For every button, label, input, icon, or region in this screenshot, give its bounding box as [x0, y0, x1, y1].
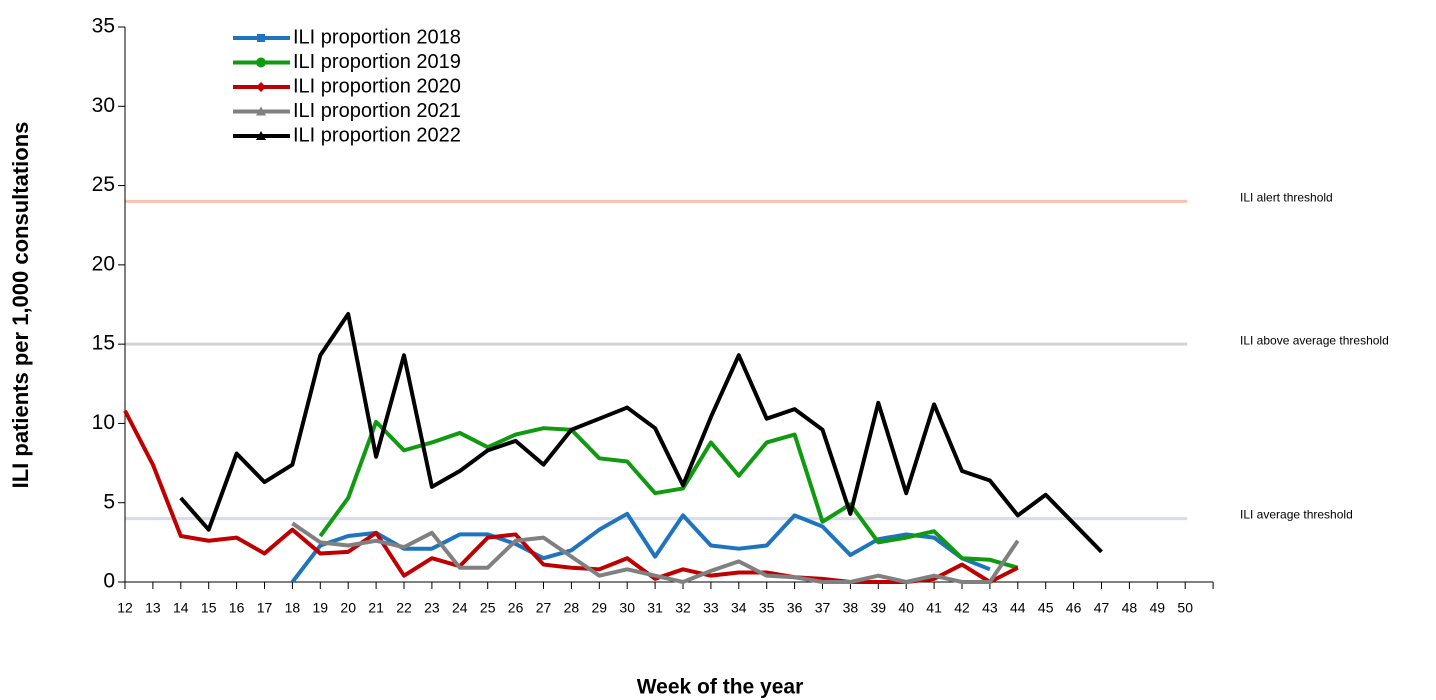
x-tick-label: 32 [675, 600, 691, 616]
x-tick-label: 15 [201, 600, 217, 616]
legend-label: ILI proportion 2019 [293, 51, 461, 73]
x-tick-label: 26 [508, 600, 524, 616]
x-tick-label: 16 [229, 600, 245, 616]
y-tick-label: 20 [92, 252, 115, 275]
threshold-label: ILI above average threshold [1240, 333, 1389, 347]
x-tick-label: 33 [703, 600, 719, 616]
legend-marker [257, 34, 265, 42]
x-tick-label: 46 [1066, 600, 1082, 616]
legend-marker [256, 57, 266, 68]
x-tick-label: 41 [926, 600, 942, 616]
legend-marker [256, 131, 266, 140]
x-tick-label: 25 [480, 600, 496, 616]
threshold-label: ILI alert threshold [1240, 191, 1333, 205]
x-tick-label: 38 [843, 600, 859, 616]
x-tick-label: 17 [257, 600, 273, 616]
x-tick-label: 13 [145, 600, 161, 616]
data-line [318, 419, 1019, 570]
x-tick-label: 50 [1177, 600, 1193, 616]
x-tick-label: 31 [647, 600, 663, 616]
data-line [179, 312, 1103, 554]
x-tick-label: 30 [619, 600, 635, 616]
y-tick-label: 5 [103, 490, 115, 513]
x-tick-label: 39 [871, 600, 887, 616]
threshold-label: ILI average threshold [1240, 508, 1353, 522]
x-tick-label: 22 [396, 600, 412, 616]
y-tick-label: 30 [92, 94, 115, 117]
x-tick-label: 27 [536, 600, 552, 616]
legend-marker [256, 82, 266, 92]
x-tick-label: 42 [954, 600, 970, 616]
x-tick-label: 45 [1038, 600, 1054, 616]
legend-label: ILI proportion 2021 [293, 100, 461, 122]
x-axis-title: Week of the year [637, 676, 804, 699]
x-tick-label: 18 [285, 600, 301, 616]
x-tick-label: 34 [731, 600, 747, 616]
y-tick-label: 15 [92, 332, 115, 355]
legend-marker [256, 106, 266, 116]
legend-label: ILI proportion 2018 [293, 26, 461, 48]
data-line [123, 409, 1019, 584]
x-tick-label: 48 [1122, 600, 1138, 616]
x-tick-label: 24 [452, 600, 468, 616]
x-tick-label: 35 [759, 600, 775, 616]
legend-label: ILI proportion 2020 [293, 75, 461, 97]
data-line [290, 511, 991, 584]
y-axis-title: ILI patients per 1,000 consultations [8, 122, 33, 489]
x-tick-label: 20 [340, 600, 356, 616]
x-tick-label: 43 [982, 600, 998, 616]
y-tick-label: 0 [103, 570, 115, 593]
x-tick-label: 23 [424, 600, 440, 616]
y-tick-label: 35 [92, 15, 115, 38]
x-tick-label: 36 [787, 600, 803, 616]
data-line [291, 521, 1020, 584]
x-tick-label: 44 [1010, 600, 1026, 616]
legend-label: ILI proportion 2022 [293, 124, 461, 146]
x-tick-label: 29 [592, 600, 608, 616]
x-tick-label: 47 [1094, 600, 1110, 616]
y-tick-label: 10 [92, 411, 115, 434]
x-tick-label: 49 [1150, 600, 1166, 616]
y-tick-label: 25 [92, 173, 115, 196]
x-tick-label: 37 [815, 600, 831, 616]
x-tick-label: 21 [368, 600, 384, 616]
x-tick-label: 19 [313, 600, 329, 616]
x-tick-label: 40 [898, 600, 914, 616]
x-tick-label: 12 [117, 600, 133, 616]
x-tick-label: 14 [173, 600, 189, 616]
x-tick-label: 28 [564, 600, 580, 616]
